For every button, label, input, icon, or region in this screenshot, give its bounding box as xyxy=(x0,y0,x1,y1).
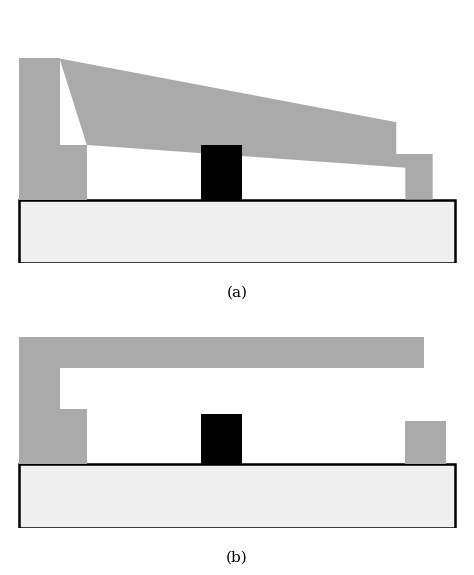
Bar xyxy=(18,464,456,528)
Bar xyxy=(60,336,424,369)
Polygon shape xyxy=(18,59,87,200)
Bar xyxy=(405,421,447,464)
Bar xyxy=(201,414,242,464)
Bar xyxy=(201,145,242,200)
Polygon shape xyxy=(60,59,433,200)
Text: (b): (b) xyxy=(226,550,248,565)
Polygon shape xyxy=(18,336,87,464)
Bar xyxy=(18,200,456,263)
Text: (a): (a) xyxy=(227,286,247,300)
